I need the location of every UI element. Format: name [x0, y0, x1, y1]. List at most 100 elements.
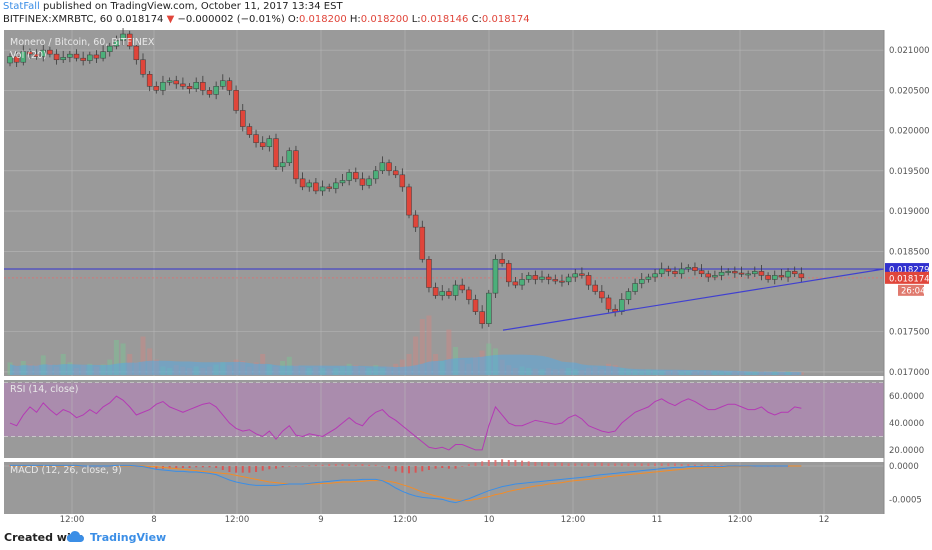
candle-body	[406, 186, 412, 216]
candle-body	[446, 291, 452, 296]
low-label: L:	[411, 14, 421, 25]
macd-histogram-bar	[600, 462, 603, 466]
macd-histogram-bar	[554, 462, 557, 466]
candle-body	[206, 90, 213, 95]
candle-body	[439, 291, 445, 296]
macd-histogram-bar	[527, 461, 530, 466]
candle-body	[665, 268, 672, 272]
macd-histogram-bar	[261, 466, 264, 471]
candle-body	[532, 275, 539, 280]
candle-body	[525, 275, 532, 280]
candle-body	[53, 53, 60, 61]
rsi-band	[4, 382, 884, 437]
candle-body	[605, 297, 612, 310]
candle-body	[652, 273, 658, 278]
candle-body	[698, 270, 705, 275]
macd-histogram-bar	[434, 466, 437, 469]
macd-histogram-bar	[341, 464, 344, 466]
macd-histogram-bar	[301, 466, 304, 467]
candle-body	[246, 126, 253, 135]
macd-histogram-bar	[388, 466, 391, 469]
candle-body	[366, 178, 372, 186]
macd-histogram-bar	[201, 466, 204, 468]
chart-area[interactable]: Monero / Bitcoin, 60, BITFINEX Vol (20) …	[0, 28, 932, 526]
candle-body	[13, 56, 20, 63]
x-tick-label: 9	[318, 515, 323, 525]
ascending-trendline[interactable]	[502, 268, 885, 331]
macd-histogram-bar	[175, 466, 178, 469]
candle-body	[319, 186, 326, 192]
macd-histogram-bar	[667, 463, 670, 466]
created-with-text: Created with	[4, 531, 84, 544]
macd-histogram-bar	[208, 466, 211, 468]
candle-body	[133, 45, 140, 61]
macd-histogram-bar	[680, 464, 683, 466]
candle-body	[732, 271, 738, 274]
candle-body	[692, 267, 698, 271]
macd-histogram-bar	[580, 463, 583, 466]
symbol-label[interactable]: BITFINEX:XMRBTC, 60	[3, 14, 113, 25]
macd-histogram-bar	[221, 466, 224, 470]
candle-body	[73, 53, 80, 59]
macd-histogram-bar	[235, 466, 238, 473]
macd-histogram-bar	[707, 465, 710, 467]
macd-histogram-bar	[587, 463, 590, 466]
macd-histogram-bar	[474, 462, 477, 466]
macd-panel[interactable]	[4, 462, 884, 514]
macd-histogram-bar	[547, 462, 550, 466]
candle-body	[33, 53, 40, 57]
resistance-price-label: 0.018279	[889, 266, 930, 276]
macd-histogram-bar	[334, 464, 337, 466]
candle-body	[67, 53, 73, 58]
macd-line	[10, 464, 789, 504]
macd-histogram-bar	[447, 466, 450, 469]
macd-histogram-bar	[328, 464, 331, 466]
candle-body	[27, 51, 33, 55]
macd-histogram-bar	[268, 466, 271, 470]
candle-body	[758, 271, 765, 276]
author-link[interactable]: StatFall	[3, 1, 40, 12]
candle-body	[220, 80, 226, 87]
last-price: 0.018174	[115, 14, 164, 25]
macd-histogram-bar	[188, 466, 191, 468]
candle-body	[7, 56, 13, 64]
volume-bar	[406, 354, 412, 375]
macd-histogram-bar	[441, 466, 444, 468]
tradingview-brand[interactable]: TradingView	[90, 531, 167, 544]
macd-histogram-bar	[275, 466, 277, 469]
macd-histogram-bar	[521, 460, 524, 466]
candle-body	[386, 162, 392, 172]
candle-body	[512, 281, 519, 286]
published-text: published on TradingView.com, October 11…	[43, 1, 343, 12]
price-tick-label: 0.020500	[889, 86, 930, 96]
candle-body	[572, 273, 578, 278]
candle-body	[240, 110, 246, 127]
candle-body	[479, 311, 485, 324]
candle-body	[100, 51, 106, 59]
price-tick-label: 0.017500	[889, 328, 930, 338]
macd-histogram-bar	[368, 464, 371, 466]
candle-body	[486, 292, 492, 324]
candle-body	[725, 271, 731, 273]
candle-body	[772, 275, 778, 280]
volume-bar	[426, 315, 432, 375]
macd-histogram-bar	[720, 465, 723, 467]
macd-histogram-bar	[348, 464, 351, 466]
candle-body	[120, 33, 126, 41]
chart-header: StatFall published on TradingView.com, O…	[0, 0, 932, 28]
candle-body	[253, 134, 259, 143]
macd-tick-label: 0.0000	[889, 462, 919, 472]
current-price-label: 0.018174	[889, 274, 930, 284]
macd-histogram-bar	[241, 466, 244, 473]
macd-histogram-bar	[507, 460, 510, 466]
price-panel[interactable]	[4, 30, 884, 376]
candle-body	[339, 180, 346, 184]
x-tick-label: 12	[819, 515, 830, 525]
price-change: −0.000002 (−0.01%)	[177, 14, 285, 25]
close-label: C:	[471, 14, 482, 25]
macd-histogram-bar	[215, 466, 218, 468]
macd-histogram-bar	[647, 463, 650, 466]
volume-ma-area	[10, 354, 802, 375]
macd-histogram-bar	[454, 466, 457, 469]
footer: Created with TradingView	[0, 526, 932, 550]
